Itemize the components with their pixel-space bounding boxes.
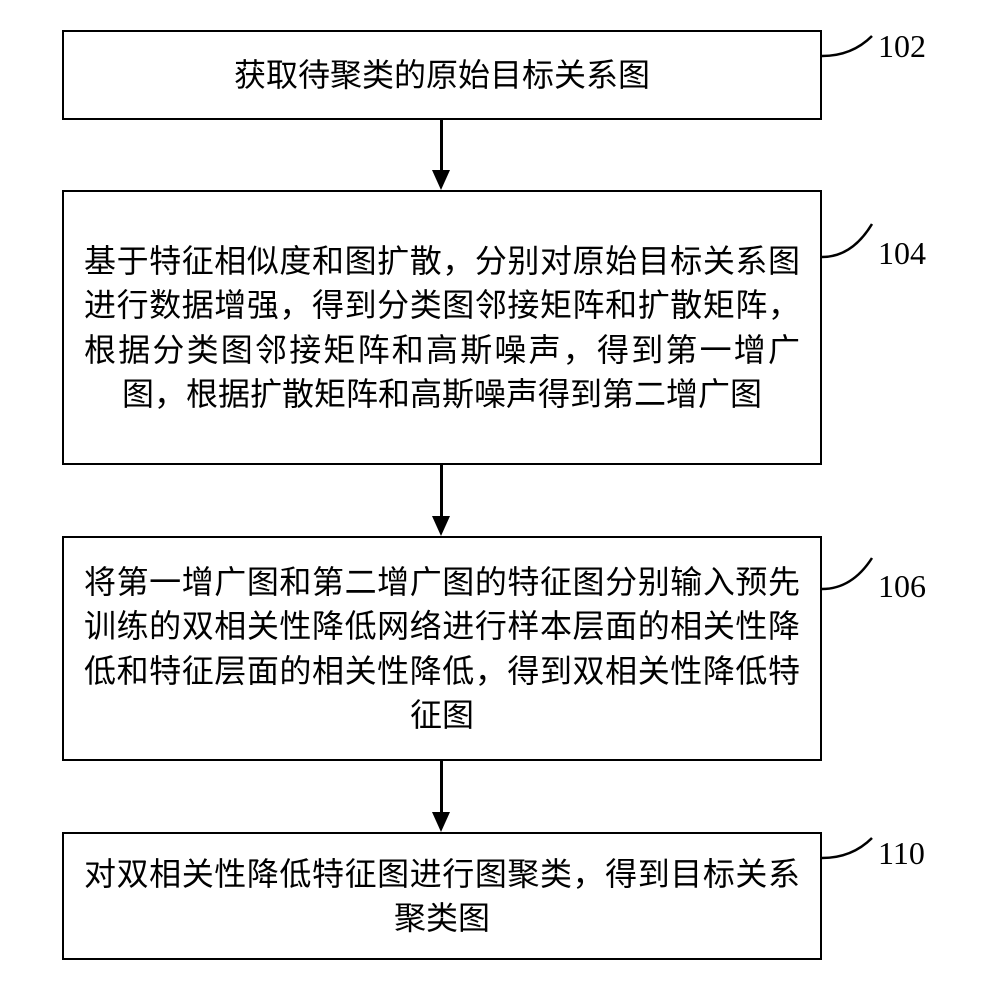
step-text-110: 对双相关性降低特征图进行图聚类，得到目标关系聚类图 <box>84 852 800 940</box>
flowchart-canvas: 获取待聚类的原始目标关系图 102 基于特征相似度和图扩散，分别对原始目标关系图… <box>0 0 982 1000</box>
arrow-106-110 <box>440 761 443 812</box>
step-text-106: 将第一增广图和第二增广图的特征图分别输入预先训练的双相关性降低网络进行样本层面的… <box>84 560 800 737</box>
arrow-head-104-106 <box>432 516 450 536</box>
step-label-106: 106 <box>878 568 926 605</box>
step-label-102: 102 <box>878 28 926 65</box>
step-label-110: 110 <box>878 835 925 872</box>
step-text-104: 基于特征相似度和图扩散，分别对原始目标关系图进行数据增强，得到分类图邻接矩阵和扩… <box>84 239 800 416</box>
arrow-head-102-104 <box>432 170 450 190</box>
arrow-head-106-110 <box>432 812 450 832</box>
step-box-102: 获取待聚类的原始目标关系图 <box>62 30 822 120</box>
connector-110 <box>822 836 880 864</box>
arrow-104-106 <box>440 465 443 516</box>
step-box-104: 基于特征相似度和图扩散，分别对原始目标关系图进行数据增强，得到分类图邻接矩阵和扩… <box>62 190 822 465</box>
step-box-106: 将第一增广图和第二增广图的特征图分别输入预先训练的双相关性降低网络进行样本层面的… <box>62 536 822 761</box>
step-label-104: 104 <box>878 235 926 272</box>
connector-106 <box>822 556 880 594</box>
connector-102 <box>822 34 880 62</box>
arrow-102-104 <box>440 120 443 170</box>
connector-104 <box>822 222 880 262</box>
step-box-110: 对双相关性降低特征图进行图聚类，得到目标关系聚类图 <box>62 832 822 960</box>
step-text-102: 获取待聚类的原始目标关系图 <box>234 53 650 97</box>
